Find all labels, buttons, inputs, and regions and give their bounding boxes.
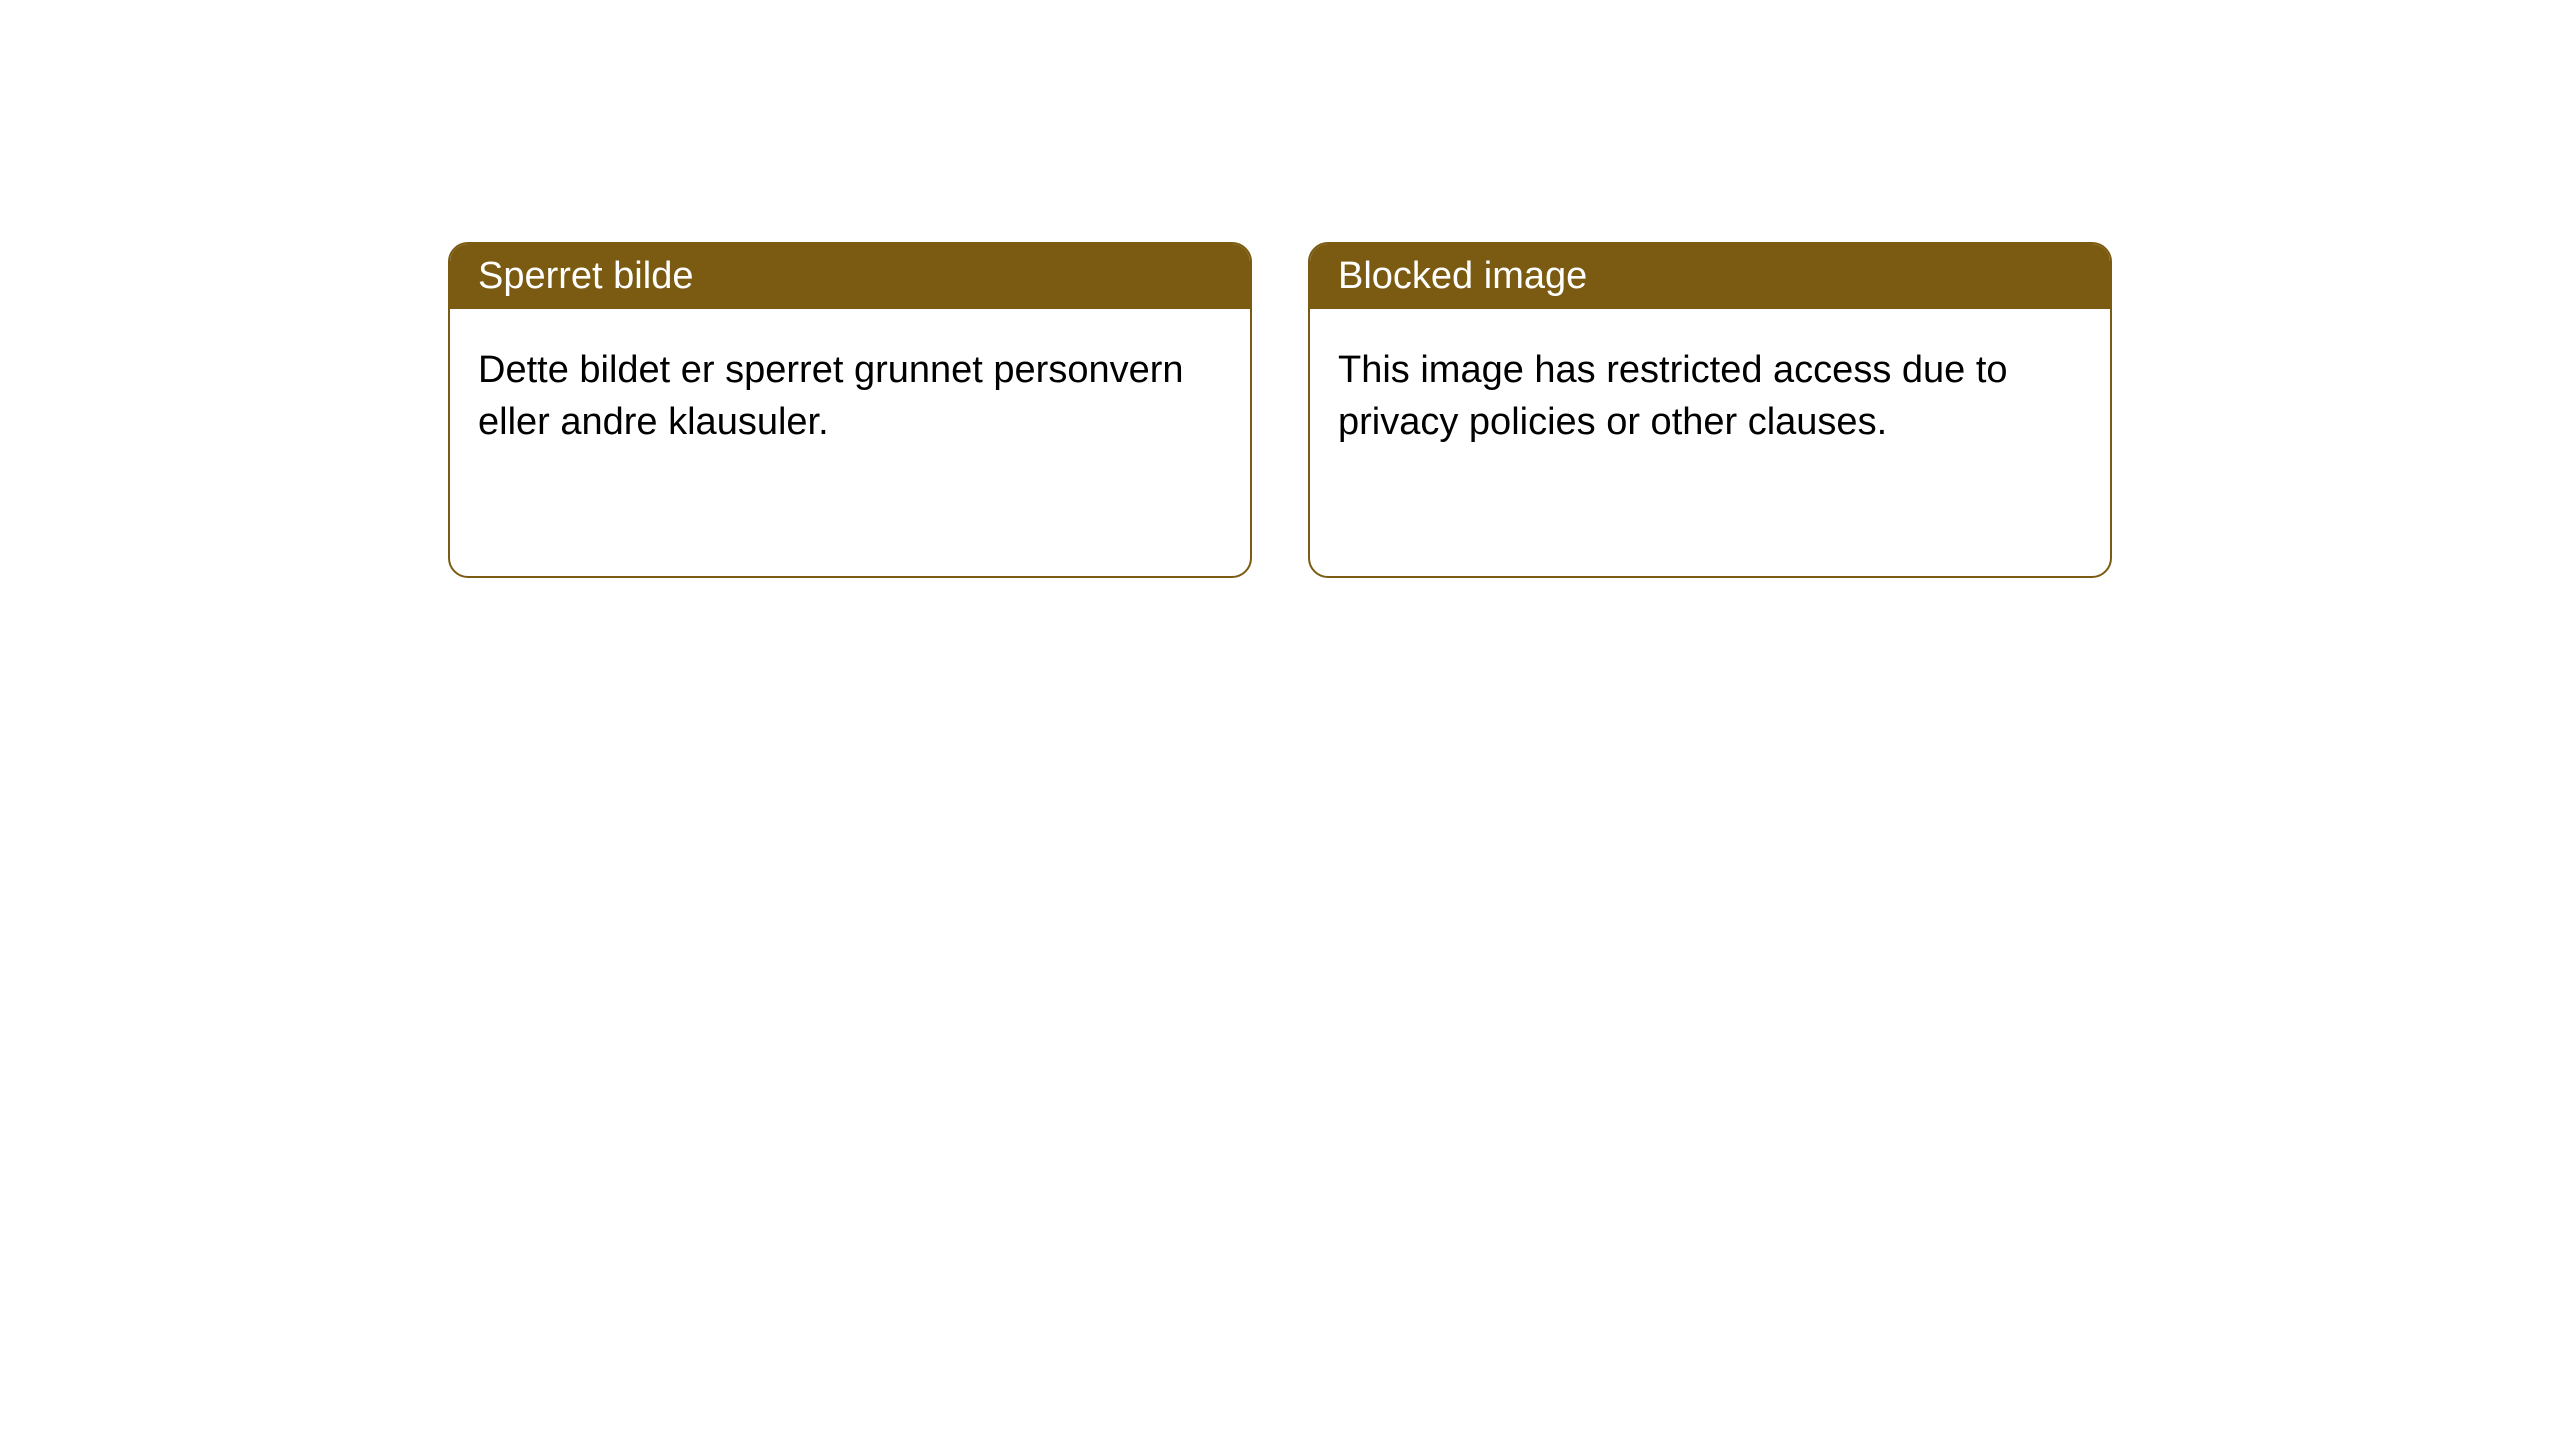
blocked-image-card-en: Blocked image This image has restricted … [1308,242,2112,578]
card-title: Sperret bilde [478,255,693,297]
card-body-text: Dette bildet er sperret grunnet personve… [478,349,1184,442]
card-body: Dette bildet er sperret grunnet personve… [450,309,1250,484]
card-header: Blocked image [1310,244,2110,309]
card-body-text: This image has restricted access due to … [1338,349,2008,442]
card-header: Sperret bilde [450,244,1250,309]
notice-container: Sperret bilde Dette bildet er sperret gr… [0,0,2560,578]
blocked-image-card-no: Sperret bilde Dette bildet er sperret gr… [448,242,1252,578]
card-body: This image has restricted access due to … [1310,309,2110,484]
card-title: Blocked image [1338,255,1587,297]
